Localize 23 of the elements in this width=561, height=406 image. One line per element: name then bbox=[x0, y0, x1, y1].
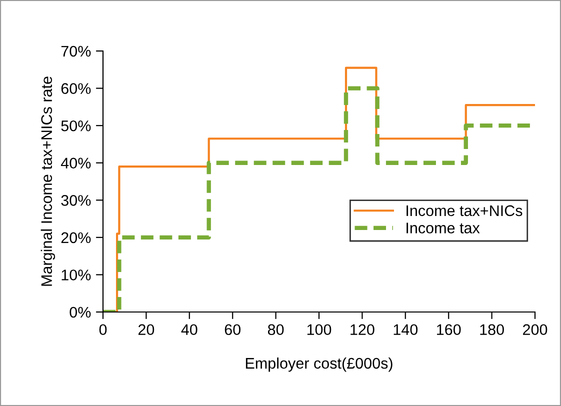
y-tick-label: 40% bbox=[60, 158, 91, 169]
x-tick-label: 180 bbox=[480, 324, 504, 336]
y-tick-label: 0% bbox=[70, 306, 91, 318]
x-tick-label: 160 bbox=[437, 324, 461, 336]
x-tick-label: 200 bbox=[523, 324, 548, 336]
legend-label: Income tax bbox=[406, 222, 480, 234]
y-tick-label: 10% bbox=[62, 270, 91, 280]
x-tick-label: 0 bbox=[99, 324, 107, 336]
x-tick-label: 120 bbox=[350, 324, 374, 336]
y-tick-label: 60% bbox=[61, 83, 91, 94]
y-tick-label: 50% bbox=[61, 120, 91, 132]
x-axis-title: Employer cost(£000s) bbox=[246, 357, 392, 372]
x-tick-label: 60 bbox=[224, 324, 240, 336]
y-tick-label: 20% bbox=[61, 232, 91, 244]
x-tick-label: 100 bbox=[307, 324, 332, 336]
x-tick-label: 80 bbox=[268, 324, 284, 336]
x-tick-label: 40 bbox=[181, 324, 198, 336]
y-tick-label: 70% bbox=[61, 46, 91, 57]
legend-label: Income tax+NICs bbox=[406, 205, 522, 216]
x-tick-label: 20 bbox=[138, 324, 154, 336]
y-axis-title: Marginal Income tax+NICs rate bbox=[40, 76, 56, 286]
y-tick-label: 30% bbox=[61, 195, 91, 206]
x-tick-label: 140 bbox=[394, 324, 418, 336]
